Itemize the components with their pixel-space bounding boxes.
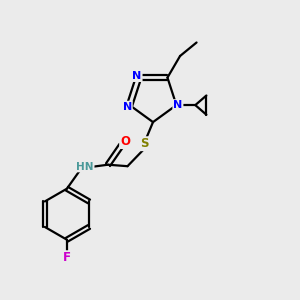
Text: N: N <box>173 100 182 110</box>
Text: F: F <box>63 251 71 264</box>
Text: N: N <box>123 102 132 112</box>
Text: O: O <box>120 135 130 148</box>
Text: S: S <box>140 137 148 150</box>
Text: HN: HN <box>76 161 94 172</box>
Text: N: N <box>132 71 142 81</box>
